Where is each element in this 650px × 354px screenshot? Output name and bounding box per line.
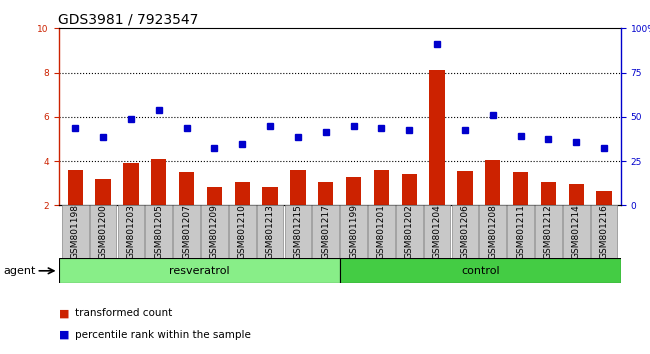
FancyBboxPatch shape <box>340 205 367 258</box>
Text: control: control <box>461 266 499 276</box>
Bar <box>374 170 389 205</box>
Text: GSM801208: GSM801208 <box>488 204 497 259</box>
FancyBboxPatch shape <box>173 205 200 258</box>
FancyBboxPatch shape <box>368 205 395 258</box>
Bar <box>597 191 612 205</box>
FancyBboxPatch shape <box>58 258 339 283</box>
FancyBboxPatch shape <box>313 205 339 258</box>
Bar <box>235 182 250 205</box>
FancyBboxPatch shape <box>146 205 172 258</box>
Bar <box>457 171 473 205</box>
Text: resveratrol: resveratrol <box>169 266 229 276</box>
Text: GSM801214: GSM801214 <box>572 205 580 259</box>
FancyBboxPatch shape <box>535 205 562 258</box>
Bar <box>430 70 445 205</box>
FancyBboxPatch shape <box>424 205 450 258</box>
Text: GSM801216: GSM801216 <box>599 204 608 259</box>
Text: GSM801201: GSM801201 <box>377 204 386 259</box>
Text: agent: agent <box>3 266 36 276</box>
Bar <box>179 172 194 205</box>
Text: GSM801217: GSM801217 <box>321 204 330 259</box>
FancyBboxPatch shape <box>479 205 506 258</box>
Text: ■: ■ <box>58 308 69 318</box>
Bar <box>402 175 417 205</box>
FancyBboxPatch shape <box>257 205 283 258</box>
Bar <box>68 170 83 205</box>
Text: ■: ■ <box>58 330 69 339</box>
Bar <box>290 170 305 205</box>
Text: GSM801198: GSM801198 <box>71 204 80 259</box>
Bar <box>318 182 333 205</box>
FancyBboxPatch shape <box>90 205 116 258</box>
Text: GSM801207: GSM801207 <box>182 204 191 259</box>
Text: transformed count: transformed count <box>75 308 172 318</box>
FancyBboxPatch shape <box>62 205 88 258</box>
Text: GSM801211: GSM801211 <box>516 204 525 259</box>
Text: percentile rank within the sample: percentile rank within the sample <box>75 330 251 339</box>
Bar <box>541 182 556 205</box>
Bar <box>96 179 111 205</box>
Bar <box>124 163 138 205</box>
Text: GSM801202: GSM801202 <box>405 205 413 259</box>
FancyBboxPatch shape <box>285 205 311 258</box>
Bar <box>151 159 166 205</box>
Text: GSM801200: GSM801200 <box>99 204 107 259</box>
Bar <box>485 160 500 205</box>
FancyBboxPatch shape <box>591 205 618 258</box>
Bar <box>346 177 361 205</box>
FancyBboxPatch shape <box>452 205 478 258</box>
Bar <box>263 187 278 205</box>
FancyBboxPatch shape <box>201 205 227 258</box>
Text: GSM801204: GSM801204 <box>432 205 441 259</box>
FancyBboxPatch shape <box>339 258 621 283</box>
Text: GSM801205: GSM801205 <box>154 204 163 259</box>
FancyBboxPatch shape <box>229 205 255 258</box>
FancyBboxPatch shape <box>118 205 144 258</box>
Text: GSM801212: GSM801212 <box>544 205 553 259</box>
Text: GDS3981 / 7923547: GDS3981 / 7923547 <box>58 12 199 27</box>
FancyBboxPatch shape <box>396 205 422 258</box>
Bar <box>569 184 584 205</box>
FancyBboxPatch shape <box>507 205 534 258</box>
Text: GSM801199: GSM801199 <box>349 204 358 259</box>
Text: GSM801210: GSM801210 <box>238 204 247 259</box>
Text: GSM801203: GSM801203 <box>126 204 135 259</box>
Text: GSM801215: GSM801215 <box>293 204 302 259</box>
Text: GSM801209: GSM801209 <box>210 204 219 259</box>
Text: GSM801213: GSM801213 <box>266 204 274 259</box>
Bar <box>207 187 222 205</box>
FancyBboxPatch shape <box>563 205 590 258</box>
Text: GSM801206: GSM801206 <box>460 204 469 259</box>
Bar <box>513 172 528 205</box>
